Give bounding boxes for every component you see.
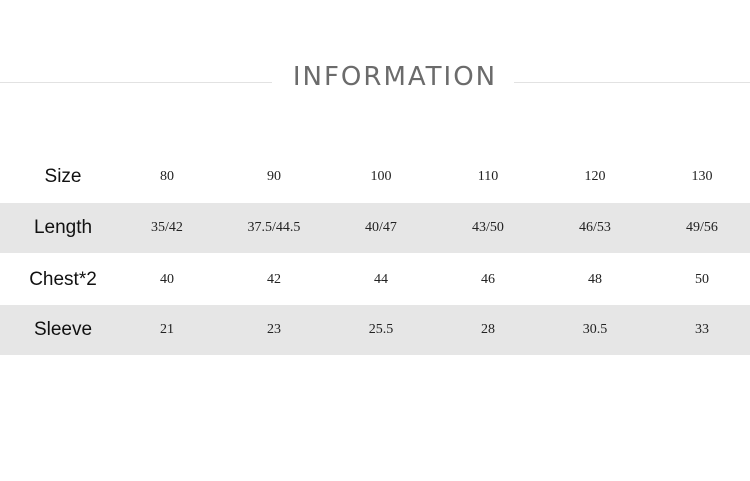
table-cell: 37.5/44.5 <box>247 220 301 235</box>
title: INFORMATION <box>292 62 498 92</box>
table-row: Chest*2 40 42 44 46 48 50 <box>0 255 750 305</box>
table-cell: 28 <box>481 322 495 337</box>
table-cell: 120 <box>584 169 606 184</box>
table-cell: 43/50 <box>472 220 504 235</box>
table-cell: 48 <box>588 272 602 287</box>
table-cell: 110 <box>477 169 499 184</box>
table-cell: 46/53 <box>579 220 611 235</box>
table-cell: 40/47 <box>365 220 397 235</box>
divider <box>514 82 750 83</box>
table-row: Sleeve 21 23 25.5 28 30.5 33 <box>0 305 750 355</box>
row-label: Sleeve <box>33 319 93 340</box>
table-cell: 44 <box>374 272 388 287</box>
table-cell: 80 <box>160 169 174 184</box>
table-cell: 42 <box>267 272 281 287</box>
table-cell: 21 <box>160 322 174 337</box>
row-label: Chest*2 <box>29 269 97 290</box>
table-cell: 40 <box>160 272 174 287</box>
table-cell: 30.5 <box>582 322 608 337</box>
divider <box>0 82 272 83</box>
table-row: Size 80 90 100 110 120 130 <box>0 152 750 202</box>
table-cell: 100 <box>370 169 392 184</box>
table-cell: 50 <box>695 272 709 287</box>
table-cell: 23 <box>267 322 281 337</box>
table-cell: 90 <box>267 169 281 184</box>
table-cell: 49/56 <box>686 220 718 235</box>
table-cell: 46 <box>481 272 495 287</box>
table-cell: 33 <box>695 322 709 337</box>
row-label: Length <box>33 217 93 238</box>
row-label: Size <box>44 166 82 187</box>
table-cell: 25.5 <box>368 322 394 337</box>
table-cell: 130 <box>691 169 713 184</box>
table-cell: 35/42 <box>151 220 183 235</box>
table-row: Length 35/42 37.5/44.5 40/47 43/50 46/53 49/56 <box>0 203 750 253</box>
